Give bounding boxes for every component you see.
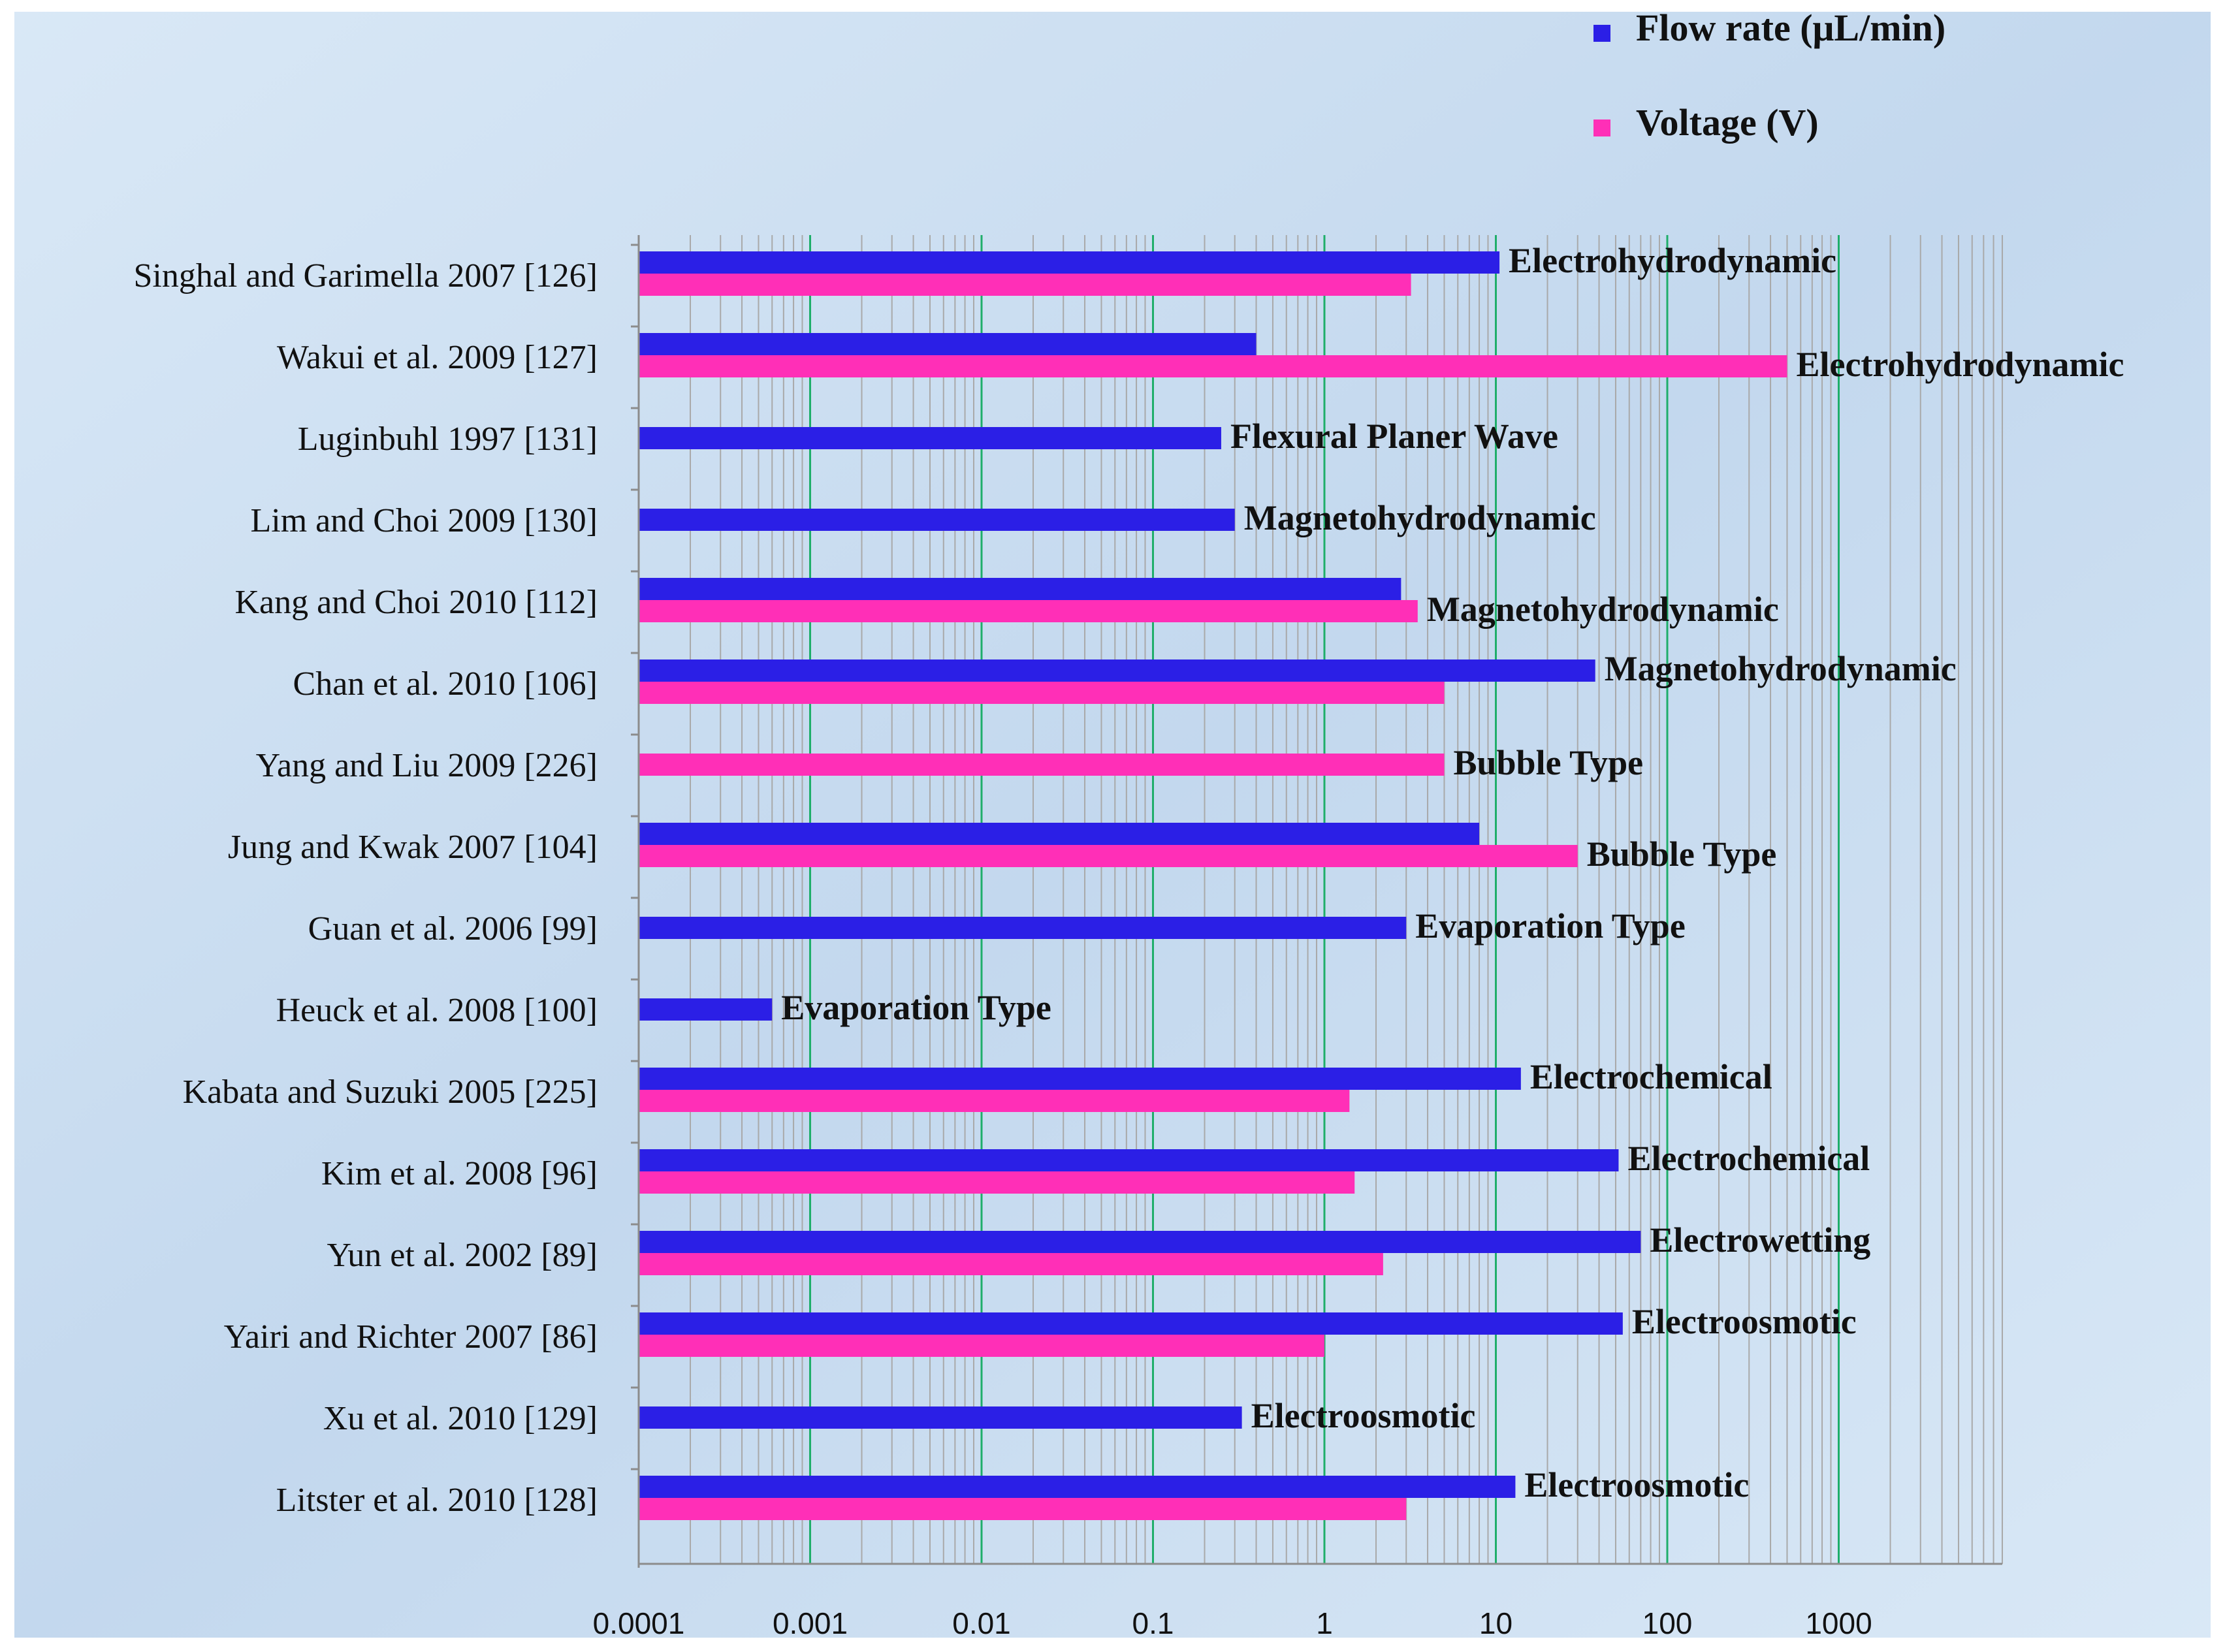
category-label: Chan et al. 2010 [106] <box>293 665 598 703</box>
x-tick-labels: 0.0001 0.001 0.01 0.1 1 10 100 1000 <box>593 1606 1872 1640</box>
flow-rate-bar <box>639 251 1500 274</box>
flow-rate-bar <box>639 1312 1623 1335</box>
flow-rate-bar <box>639 1149 1619 1171</box>
flow-rate-bar <box>639 1231 1641 1253</box>
bar-annotation: Magnetohydrodynamic <box>1244 498 1596 537</box>
x-tick-label: 0.001 <box>773 1606 848 1640</box>
flow-rate-bar <box>639 1068 1521 1090</box>
legend-swatch <box>1593 119 1610 136</box>
bar-annotation: Evaporation Type <box>1415 906 1686 945</box>
voltage-bar <box>639 754 1445 776</box>
bar-annotation: Electroosmotic <box>1524 1465 1749 1504</box>
category-label: Kang and Choi 2010 [112] <box>234 584 598 621</box>
bar-annotation: Evaporation Type <box>781 988 1051 1027</box>
category-label: Yun et al. 2002 [89] <box>327 1237 598 1274</box>
x-tick-label: 10 <box>1479 1606 1513 1640</box>
x-tick-label: 100 <box>1642 1606 1693 1640</box>
legend-label: Flow rate (μL/min) <box>1636 7 1945 49</box>
voltage-bar <box>639 355 1787 377</box>
voltage-bar <box>639 1253 1383 1275</box>
bar-annotation: Electrochemical <box>1627 1139 1870 1178</box>
x-tick-label: 0.01 <box>952 1606 1011 1640</box>
voltage-bar <box>639 1171 1355 1194</box>
bar-annotation: Electrowetting <box>1650 1220 1870 1260</box>
x-tick-label: 0.1 <box>1132 1606 1174 1640</box>
voltage-bar <box>639 1498 1407 1520</box>
voltage-bar <box>639 1090 1350 1112</box>
category-label: Jung and Kwak 2007 [104] <box>228 829 598 866</box>
legend-swatch <box>1593 25 1610 42</box>
x-tick-label: 1 <box>1316 1606 1333 1640</box>
legend-label: Voltage (V) <box>1636 101 1819 144</box>
flow-rate-bar <box>639 333 1257 355</box>
bar-annotation: Bubble Type <box>1453 743 1643 782</box>
bar-annotation: Electrohydrodynamic <box>1796 345 2124 384</box>
voltage-bar <box>639 682 1445 704</box>
flow-rate-bar <box>639 1406 1242 1429</box>
legend: Flow rate (μL/min) Voltage (V) <box>1593 7 1945 144</box>
category-label: Luginbuhl 1997 [131] <box>298 421 598 458</box>
category-label: Kabata and Suzuki 2005 [225] <box>183 1073 598 1111</box>
bar-annotation: Electrochemical <box>1530 1057 1772 1096</box>
flow-rate-bar <box>639 917 1407 939</box>
flow-rate-bar <box>639 1476 1516 1498</box>
category-label: Lim and Choi 2009 [130] <box>250 502 598 539</box>
flow-rate-bar <box>639 578 1401 600</box>
category-label: Guan et al. 2006 [99] <box>308 910 598 947</box>
flow-rate-bar <box>639 659 1595 682</box>
axes <box>631 235 2002 1568</box>
voltage-bar <box>639 274 1411 296</box>
bar-annotation: Magnetohydrodynamic <box>1427 590 1779 629</box>
flow-rate-bar <box>639 998 773 1021</box>
bar-annotation: Magnetohydrodynamic <box>1605 649 1957 688</box>
x-tick-label: 0.0001 <box>593 1606 685 1640</box>
voltage-bar <box>639 1335 1324 1357</box>
category-label: Singhal and Garimella 2007 [126] <box>133 257 598 294</box>
bar-annotations: Electrohydrodynamic Electrohydrodynamic Fl… <box>781 241 2124 1504</box>
flow-rate-bar <box>639 509 1235 531</box>
bar-annotation: Flexural Planer Wave <box>1230 417 1558 456</box>
category-label: Wakui et al. 2009 [127] <box>277 339 598 376</box>
flow-rate-bar <box>639 823 1480 845</box>
bars <box>639 251 1787 1520</box>
voltage-bar <box>639 600 1418 622</box>
category-label: Heuck et al. 2008 [100] <box>276 992 598 1029</box>
category-label: Yairi and Richter 2007 [86] <box>224 1318 598 1356</box>
bar-annotation: Bubble Type <box>1587 834 1777 874</box>
bar-annotation: Electrohydrodynamic <box>1509 241 1836 280</box>
voltage-bar <box>639 845 1578 867</box>
category-label: Yang and Liu 2009 [226] <box>256 747 598 784</box>
bar-annotation: Electroosmotic <box>1632 1302 1857 1341</box>
category-label: Kim et al. 2008 [96] <box>321 1155 598 1192</box>
flow-rate-bar <box>639 427 1221 449</box>
category-label: Litster et al. 2010 [128] <box>276 1482 598 1519</box>
category-label: Xu et al. 2010 [129] <box>323 1400 598 1437</box>
x-tick-label: 1000 <box>1805 1606 1872 1640</box>
bar-annotation: Electroosmotic <box>1251 1396 1476 1435</box>
category-labels: Singhal and Garimella 2007 [126] Wakui et… <box>133 257 598 1519</box>
